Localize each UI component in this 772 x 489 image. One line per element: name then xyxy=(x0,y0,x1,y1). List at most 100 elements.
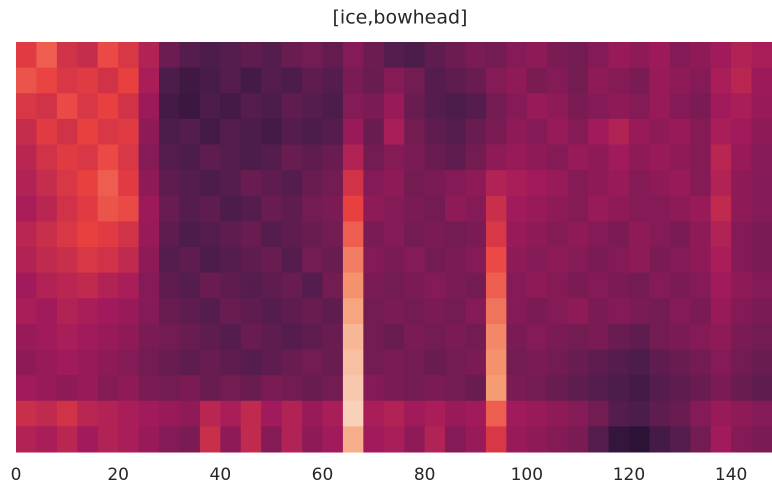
heatmap-cell xyxy=(669,67,691,94)
heatmap-cell xyxy=(567,247,589,274)
heatmap-cell xyxy=(56,400,78,427)
heatmap-cell xyxy=(179,144,201,171)
heatmap-cell xyxy=(240,144,262,171)
heatmap-cell xyxy=(77,323,99,350)
heatmap-cell xyxy=(404,375,426,402)
heatmap-cell xyxy=(97,298,119,325)
heatmap-cell xyxy=(751,247,772,274)
heatmap-cell xyxy=(199,221,221,248)
heatmap-cell xyxy=(751,195,772,222)
heatmap-cell xyxy=(526,247,548,274)
heatmap-cell xyxy=(465,400,487,427)
heatmap-cell xyxy=(363,272,385,299)
heatmap-cell xyxy=(526,375,548,402)
heatmap-cell xyxy=(36,67,58,94)
heatmap-cell xyxy=(445,42,467,69)
heatmap-cell xyxy=(485,195,507,222)
heatmap-cell xyxy=(261,375,283,402)
heatmap-cell xyxy=(690,426,712,453)
heatmap-cell xyxy=(281,272,303,299)
heatmap-cell xyxy=(302,323,323,350)
heatmap-cell xyxy=(363,93,385,120)
heatmap-cell xyxy=(526,170,548,197)
heatmap-cell xyxy=(628,298,650,325)
heatmap-cell xyxy=(36,426,58,453)
heatmap-cell xyxy=(240,323,262,350)
heatmap-cell xyxy=(731,221,753,248)
heatmap-cell xyxy=(159,118,180,145)
heatmap-cell xyxy=(159,170,180,197)
heatmap-cell xyxy=(485,298,507,325)
heatmap-cell xyxy=(342,375,364,402)
heatmap-cell xyxy=(281,298,303,325)
heatmap-cell xyxy=(342,298,364,325)
heatmap-cell xyxy=(628,42,650,69)
heatmap-cell xyxy=(485,118,507,145)
heatmap-cell xyxy=(383,42,405,69)
heatmap-cell xyxy=(281,170,303,197)
heatmap-cell xyxy=(118,144,140,171)
heatmap-cell xyxy=(240,349,262,376)
heatmap-cell xyxy=(77,375,99,402)
heatmap-cell xyxy=(547,42,569,69)
heatmap-cell xyxy=(710,272,732,299)
heatmap-cell xyxy=(179,298,201,325)
heatmap-cell xyxy=(342,272,364,299)
heatmap-cell xyxy=(383,426,405,453)
heatmap-cell xyxy=(77,221,99,248)
heatmap-cell xyxy=(751,298,772,325)
heatmap-cell xyxy=(567,349,589,376)
heatmap-cell xyxy=(220,93,242,120)
heatmap-cell xyxy=(281,323,303,350)
heatmap-cell xyxy=(97,67,119,94)
heatmap-cell xyxy=(261,323,283,350)
heatmap-cell xyxy=(567,118,589,145)
heatmap-cell xyxy=(77,93,99,120)
heatmap-cell xyxy=(526,298,548,325)
heatmap-cell xyxy=(322,144,344,171)
heatmap-cell xyxy=(281,349,303,376)
heatmap-cell xyxy=(445,118,467,145)
heatmap-cell xyxy=(56,272,78,299)
heatmap-cell xyxy=(404,170,426,197)
heatmap-cell xyxy=(465,221,487,248)
x-tick-label: 120 xyxy=(613,465,645,485)
heatmap-cell xyxy=(302,195,323,222)
heatmap-cell xyxy=(445,93,467,120)
heatmap-cell xyxy=(56,426,78,453)
heatmap-cell xyxy=(588,144,610,171)
heatmap-cell xyxy=(220,375,242,402)
chart-title: [ice,bowhead] xyxy=(333,7,468,29)
heatmap-cell xyxy=(424,195,446,222)
heatmap-cell xyxy=(220,67,242,94)
heatmap-cell xyxy=(485,323,507,350)
heatmap-cell xyxy=(302,67,323,94)
heatmap-cell xyxy=(36,247,58,274)
heatmap-cell xyxy=(16,349,37,376)
heatmap-cell xyxy=(465,349,487,376)
heatmap-cell xyxy=(56,375,78,402)
heatmap-cell xyxy=(118,195,140,222)
heatmap-cell xyxy=(363,144,385,171)
heatmap-cell xyxy=(751,426,772,453)
heatmap-cell xyxy=(588,272,610,299)
heatmap-cell xyxy=(302,400,323,427)
heatmap-cell xyxy=(77,118,99,145)
heatmap-cell xyxy=(547,247,569,274)
heatmap-cell xyxy=(731,118,753,145)
heatmap-cell xyxy=(751,323,772,350)
heatmap-cell xyxy=(731,298,753,325)
heatmap-cell xyxy=(404,349,426,376)
heatmap-cell xyxy=(118,170,140,197)
heatmap-cell xyxy=(628,426,650,453)
heatmap-cell xyxy=(424,221,446,248)
heatmap-cell xyxy=(547,323,569,350)
heatmap-cell xyxy=(97,93,119,120)
heatmap-cell xyxy=(281,247,303,274)
heatmap-cell xyxy=(445,375,467,402)
heatmap-cell xyxy=(199,170,221,197)
heatmap-cell xyxy=(506,42,528,69)
heatmap-cell xyxy=(199,298,221,325)
heatmap-cell xyxy=(97,195,119,222)
heatmap-cell xyxy=(649,349,671,376)
